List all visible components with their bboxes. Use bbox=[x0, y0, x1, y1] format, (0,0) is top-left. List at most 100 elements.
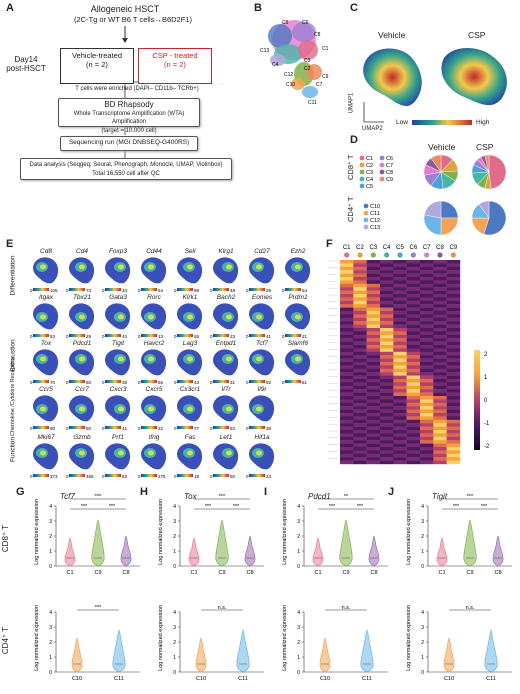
heatmap-cell bbox=[366, 297, 381, 301]
heatmap-cell bbox=[420, 382, 434, 386]
heatmap-cell bbox=[366, 409, 381, 414]
violin-significance: *** bbox=[95, 494, 102, 500]
heatmap-cell bbox=[393, 307, 407, 312]
heatmap-cell bbox=[420, 406, 434, 410]
heatmap-cell bbox=[446, 396, 461, 400]
heatmap-cell bbox=[366, 392, 381, 397]
heatmap-cell bbox=[366, 338, 381, 342]
gene-name: Mki67 bbox=[37, 434, 55, 441]
heatmap-cell bbox=[353, 426, 367, 431]
svg-text:0: 0 bbox=[66, 474, 69, 479]
heatmap-cell bbox=[420, 334, 434, 339]
svg-text:0: 0 bbox=[246, 426, 249, 431]
gene-umap-ezh2 bbox=[285, 257, 311, 284]
heatmap-cell bbox=[420, 419, 434, 424]
heatmap-cell bbox=[393, 450, 407, 454]
heatmap-cell bbox=[433, 413, 447, 417]
heatmap-cell bbox=[406, 406, 421, 410]
heatmap-cell bbox=[420, 338, 434, 342]
gene-name: Prdm1 bbox=[288, 294, 308, 301]
cluster-label-c7: C7 bbox=[316, 82, 323, 88]
pie-csp-cd4 bbox=[471, 200, 507, 236]
violin-ytick: 2 bbox=[173, 534, 176, 540]
violin-significance: *** bbox=[467, 494, 474, 500]
panel-e-grid: Differentiation Cd8 0 105 Cd4 0 73 Foxp3 0 34 Cd44… bbox=[0, 246, 320, 486]
heatmap-cell bbox=[393, 365, 407, 369]
heatmap-cell bbox=[366, 402, 381, 407]
heatmap-cell bbox=[366, 277, 381, 281]
heatmap-cell bbox=[366, 372, 381, 376]
gene-umap-ifng bbox=[141, 443, 167, 470]
heatmap-cell bbox=[353, 379, 367, 383]
heatmap-cell bbox=[446, 351, 461, 356]
heatmap-cell bbox=[446, 385, 461, 390]
heatmap-cell bbox=[340, 317, 354, 322]
heatmap-cell bbox=[420, 290, 434, 295]
heatmap-cell bbox=[380, 266, 394, 271]
heatmap-cell bbox=[433, 457, 447, 461]
gene-name: Slamf6 bbox=[287, 340, 309, 347]
violin-ytick: 1 bbox=[49, 549, 52, 555]
svg-text:0: 0 bbox=[30, 474, 33, 479]
heatmap-cell bbox=[340, 266, 354, 271]
heatmap-cell bbox=[366, 263, 381, 267]
heatmap-cell bbox=[340, 392, 354, 397]
panel-c-csp-title: CSP bbox=[468, 30, 486, 40]
heatmap-cell bbox=[340, 450, 354, 454]
heatmap-cell bbox=[393, 266, 407, 271]
heatmap-cell bbox=[406, 385, 421, 390]
csp-box: CSP - treated (n = 2) bbox=[138, 48, 212, 84]
heatmap-cell bbox=[406, 453, 421, 458]
heatmap-cluster-dot bbox=[424, 252, 430, 258]
violin-group-label: C11 bbox=[238, 676, 248, 682]
heatmap-cell bbox=[406, 433, 421, 437]
cluster-label-c4: C4 bbox=[272, 62, 279, 68]
gene-umap-cd8 bbox=[33, 257, 59, 284]
gene-scale: 0 275 bbox=[138, 474, 166, 479]
heatmap-cell bbox=[433, 379, 447, 383]
heatmap-cell bbox=[393, 375, 407, 380]
heatmap-cell bbox=[353, 294, 367, 298]
gene-umap-gzmb bbox=[69, 443, 95, 470]
violin-c1 bbox=[312, 537, 324, 567]
heatmap-cell bbox=[420, 460, 434, 465]
heatmap-cell bbox=[380, 419, 394, 424]
heatmap-cell bbox=[420, 399, 434, 403]
heatmap-cluster-c8: C8 bbox=[436, 245, 444, 251]
gene-name: Bach2 bbox=[216, 294, 236, 301]
svg-text:0: 0 bbox=[210, 380, 213, 385]
violin-ytick: 0 bbox=[297, 564, 300, 570]
heatmap-cell bbox=[420, 263, 434, 267]
violin-c9 bbox=[339, 519, 353, 567]
heatmap-cell bbox=[353, 440, 367, 444]
heatmap-cell bbox=[340, 396, 354, 400]
gene-umap-itgax bbox=[33, 303, 59, 330]
gene-name: Ccr5 bbox=[39, 386, 53, 393]
gene-umap-lef1 bbox=[213, 443, 239, 470]
svg-text:0: 0 bbox=[102, 426, 105, 431]
heatmap-cell bbox=[380, 311, 394, 315]
violin-ytick: 4 bbox=[173, 504, 176, 510]
heatmap-cell bbox=[433, 314, 447, 318]
violin-group-label: C11 bbox=[486, 676, 496, 682]
heatmap-cell bbox=[340, 416, 354, 420]
heatmap-cell bbox=[340, 355, 354, 359]
heatmap-cell bbox=[406, 273, 421, 278]
heatmap-cell bbox=[340, 379, 354, 383]
heatmap-cluster-c1: C1 bbox=[343, 245, 351, 251]
gene-scale: 0 22 bbox=[138, 426, 164, 431]
gene-name: Tcf7 bbox=[255, 340, 269, 347]
heatmap-cell bbox=[380, 423, 394, 427]
heatmap-cell bbox=[366, 266, 381, 271]
heatmap-cell bbox=[420, 436, 434, 441]
violin-group-label: C1 bbox=[66, 570, 73, 576]
svg-text:0: 0 bbox=[246, 334, 249, 339]
heatmap-cell bbox=[433, 331, 447, 335]
violin-ytick: 0 bbox=[49, 670, 52, 676]
legend-label-c7: C7 bbox=[386, 163, 393, 169]
heatmap-cell bbox=[340, 297, 354, 301]
heatmap-cell bbox=[340, 348, 354, 352]
heatmap-cell bbox=[340, 413, 354, 417]
gene-max: 23 bbox=[230, 334, 236, 339]
gene-umap-cxcr5 bbox=[141, 395, 167, 422]
